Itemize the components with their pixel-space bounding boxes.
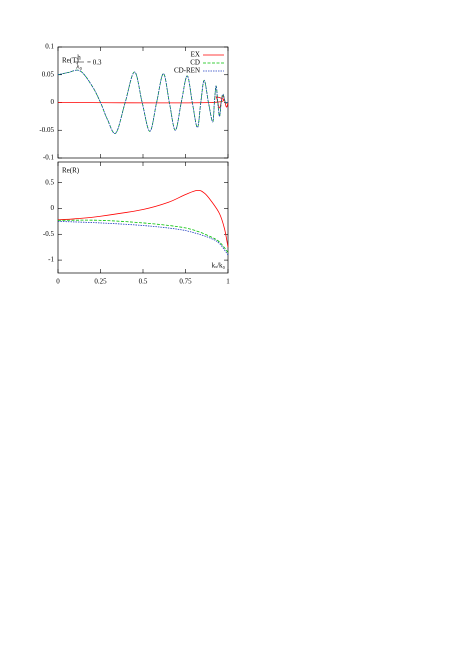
data-line xyxy=(57,189,229,248)
fraction-numerator: h xyxy=(77,54,81,62)
x-tick-label: 0.75 xyxy=(179,278,192,286)
y-tick-label: -0.5 xyxy=(43,230,55,238)
x-tick-label: 0.25 xyxy=(94,278,107,286)
data-line xyxy=(57,95,229,109)
x-tick-label: 0.5 xyxy=(139,278,148,286)
legend-label: CD xyxy=(190,59,200,67)
y-tick-label: -0.1 xyxy=(43,154,55,162)
x-tick-label: 0 xyxy=(56,278,60,286)
y-tick-label: 0 xyxy=(51,98,55,106)
legend-label: CD-REN xyxy=(174,67,200,75)
annotation: = 0.3 xyxy=(87,59,102,67)
y-tick-label: -0.05 xyxy=(39,126,54,134)
axis-annotation: kₓ/k₀ xyxy=(212,262,226,270)
plot-frame xyxy=(57,161,229,274)
y-tick-label: -1 xyxy=(48,256,54,264)
x-tick-label: 1 xyxy=(226,278,230,286)
data-line xyxy=(57,219,229,253)
panel-label: Re(R) xyxy=(62,167,80,175)
y-tick-label: 0 xyxy=(51,204,55,212)
y-tick-label: 0.05 xyxy=(42,70,55,78)
panel-label: Re(T) xyxy=(62,57,79,65)
fraction-denominator: λ₀ xyxy=(76,63,82,71)
y-tick-label: 0.5 xyxy=(45,178,54,186)
data-line xyxy=(57,69,229,134)
legend-label: EX xyxy=(191,51,200,59)
data-line xyxy=(57,69,229,134)
y-tick-label: 0.1 xyxy=(45,43,54,51)
data-line xyxy=(57,220,229,256)
